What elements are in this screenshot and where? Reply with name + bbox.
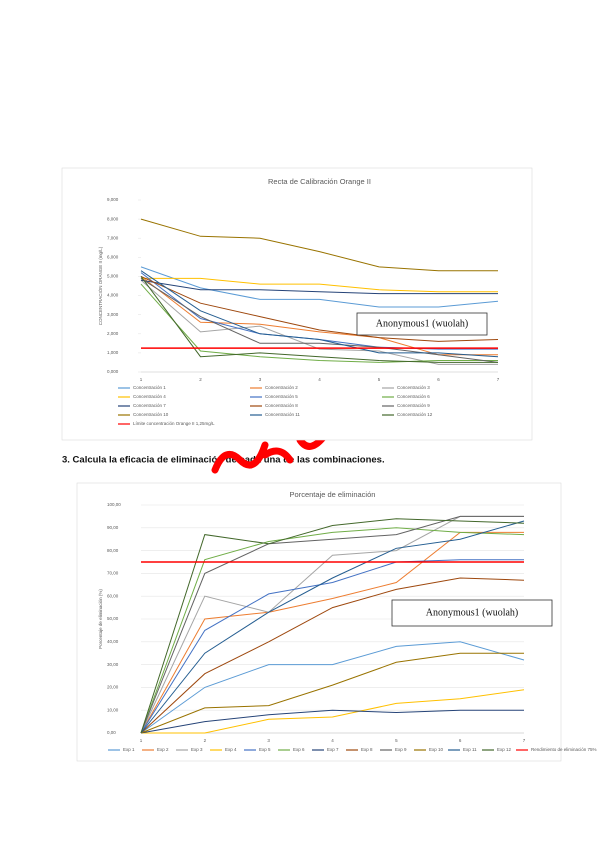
legend-label: Concentración 12 [397,412,433,417]
y-tick-label: 40,00 [107,639,119,644]
series-line [140,641,525,734]
y-tick-label: 50,00 [107,616,119,621]
legend-label: Concentración 9 [397,403,430,408]
series-line [140,279,498,365]
series-line [140,518,525,734]
series-line [140,270,499,358]
legend-label: Exp 5 [259,747,271,752]
legend-label: Concentración 7 [133,403,166,408]
annotation: Anonymous1 (wuolah) [426,607,519,618]
y-tick-label: 20,00 [107,685,119,690]
x-tick-label: 6 [437,377,440,382]
y-tick-label: 9,000 [107,197,119,202]
legend-label: Concentración 5 [265,394,298,399]
y-axis-label: Porcentaje de eliminación (%) [98,589,103,649]
legend-label: Exp 6 [293,747,305,752]
chart-title: Recta de Calibración Orange II [268,177,371,186]
series-line [140,277,499,363]
annotation-box [356,312,488,336]
chart-frame [61,167,533,441]
legend-label: Exp 9 [395,747,407,752]
y-tick-label: 8,000 [107,216,119,221]
series-line [140,266,499,308]
y-tick-label: 70,00 [107,571,119,576]
legend-label: Rendimiento de eliminación 75% [531,747,597,752]
y-tick-label: 5,000 [107,274,119,279]
x-tick-label: 1 [140,377,143,382]
x-tick-label: 5 [395,738,398,743]
x-tick-label: 2 [204,738,207,743]
legend-label: Concentración 10 [133,412,169,417]
x-tick-label: 2 [199,377,202,382]
y-tick-label: 10,00 [107,707,119,712]
series-line [140,709,524,734]
x-tick-label: 7 [523,738,526,743]
legend-label: Exp 11 [463,747,477,752]
legend-label: Concentración 4 [133,394,166,399]
y-axis-label: CONCENTRACIÓN ORANGE II (mg/L) [97,246,103,325]
chart-title: Porcentaje de eliminación [290,490,376,499]
y-tick-label: 2,000 [107,331,119,336]
x-tick-label: 1 [140,738,143,743]
annotation-box [391,599,553,627]
y-tick-label: 60,00 [107,593,119,598]
legend-label: Concentración 3 [397,385,430,390]
legend-label: Exp 10 [429,747,444,752]
x-tick-label: 4 [318,377,321,382]
legend-label: Exp 12 [497,747,512,752]
legend-label: Concentración 2 [265,385,298,390]
legend-label: Límite concentración Orange II 1,25mg/L [133,421,215,426]
series-line [140,279,498,295]
legend-label: Concentración 1 [133,385,166,390]
y-tick-label: 30,00 [107,662,119,667]
x-tick-label: 6 [459,738,462,743]
series-line [140,559,524,734]
y-tick-label: 6,000 [107,255,119,260]
series-line [140,527,525,734]
y-tick-label: 3,000 [107,312,119,317]
legend-label: Exp 2 [157,747,169,752]
legend-label: Concentración 6 [397,394,430,399]
y-tick-label: 4,000 [107,293,119,298]
x-tick-label: 4 [331,738,334,743]
series-line [140,275,499,342]
y-tick-label: 90,00 [107,525,119,530]
legend-label: Exp 3 [191,747,203,752]
series-line [140,515,524,734]
series-line [140,520,525,734]
x-tick-label: 5 [378,377,381,382]
series-line [140,283,498,363]
y-tick-label: 0,00 [107,730,116,735]
legend-label: Concentración 11 [265,412,300,417]
legend-label: Exp 8 [361,747,373,752]
legend-label: Exp 1 [123,747,135,752]
series-line [140,276,498,363]
y-tick-label: 7,000 [107,235,119,240]
y-tick-label: 80,00 [107,548,119,553]
annotation: Anonymous1 (wuolah) [376,318,469,329]
series-line [140,218,498,272]
series-line [140,577,525,734]
legend-label: Exp 4 [225,747,237,752]
y-tick-label: 1,000 [107,350,119,355]
x-tick-label: 7 [497,377,500,382]
legend-label: Exp 7 [327,747,339,752]
x-tick-label: 3 [259,377,262,382]
legend-label: Concentración 8 [265,403,298,408]
series-line [141,689,525,734]
series-line [141,277,498,293]
y-tick-label: 0,000 [107,369,119,374]
y-tick-label: 100,00 [107,502,121,507]
x-tick-label: 3 [267,738,270,743]
series-line [140,652,524,734]
